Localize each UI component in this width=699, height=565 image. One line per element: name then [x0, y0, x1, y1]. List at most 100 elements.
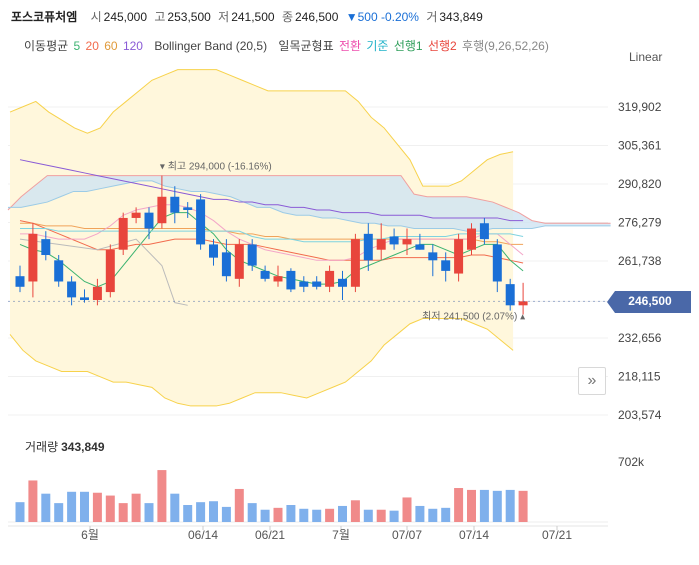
- x-tick-label: 07/21: [542, 528, 572, 542]
- chikou-line: [19, 238, 188, 306]
- kijun-label: 기준: [366, 39, 389, 53]
- volume-bar: [376, 509, 386, 522]
- candle-body: [196, 199, 206, 245]
- volume-bar: [157, 470, 167, 522]
- volume-bar: [479, 489, 489, 522]
- candle-body: [260, 270, 270, 279]
- candle-body: [402, 239, 412, 245]
- change-value: ▼500 -0.20%: [345, 10, 419, 24]
- volume-bar: [131, 493, 141, 522]
- ma5-label[interactable]: 5: [73, 39, 81, 53]
- volume-bar: [467, 489, 476, 522]
- ma20-line: [19, 220, 524, 264]
- y-tick-label: 232,656: [618, 331, 662, 345]
- candle-body: [273, 276, 283, 282]
- volume-bar: [505, 489, 515, 522]
- x-tick-label: 6월: [81, 528, 99, 542]
- candle-body: [350, 239, 360, 287]
- ichimoku-cloud: [8, 175, 611, 232]
- volume-bar: [41, 493, 51, 522]
- candle-body: [454, 239, 464, 274]
- volume-label: 거: [426, 10, 438, 24]
- candle-body: [54, 260, 64, 282]
- volume-bar: [260, 509, 270, 522]
- y-tick-label: 276,279: [618, 216, 662, 230]
- ma60-label[interactable]: 60: [104, 39, 118, 53]
- candle-body: [144, 212, 154, 229]
- volume-bar: [363, 509, 373, 522]
- volume-bar: [183, 505, 193, 522]
- chikou-label: 후행(9,26,52,26): [462, 39, 549, 53]
- volume-bar: [170, 493, 180, 522]
- ma5-line: [19, 212, 524, 288]
- indicator-legend: 이동평균 5 20 60 120 Bollinger Band (20,5) 일…: [24, 37, 551, 54]
- volume-bar: [415, 505, 425, 522]
- volume-value: 343,849: [439, 10, 483, 24]
- double-chevron-right-icon: »: [587, 372, 597, 389]
- close-value: 246,500: [294, 10, 339, 24]
- high-annotation: ▾ 최고 294,000 (-16.16%): [160, 161, 272, 173]
- tenkan-line: [20, 204, 524, 261]
- volume-bar: [144, 503, 154, 522]
- volume-title: 거래량 343,849: [25, 438, 105, 455]
- open-value: 245,000: [103, 10, 148, 24]
- volume-bar: [389, 510, 399, 522]
- candle-body: [92, 286, 102, 301]
- volume-bar: [54, 503, 64, 522]
- x-tick-label: 06/21: [255, 528, 285, 542]
- x-tick-label: 07/07: [392, 528, 422, 542]
- volume-bar: [338, 505, 347, 522]
- y-tick-label: 319,902: [618, 100, 662, 114]
- volume-bar: [80, 491, 89, 522]
- scale-mode-button[interactable]: Linear: [629, 50, 662, 64]
- volume-bar: [209, 501, 218, 522]
- bollinger-lower: [9, 318, 514, 407]
- x-tick-label: 7월: [332, 528, 350, 542]
- volume-bar: [350, 500, 360, 522]
- span1-label: 선행1: [393, 39, 423, 53]
- ichimoku-label[interactable]: 일목균형표: [278, 39, 334, 53]
- candle-body: [67, 281, 77, 298]
- volume-bar: [247, 503, 257, 522]
- volume-bar: [518, 490, 528, 522]
- volume-bar: [15, 502, 25, 522]
- candle-body: [467, 228, 476, 250]
- volume-bar: [273, 507, 283, 522]
- ma20-label[interactable]: 20: [85, 39, 99, 53]
- volume-bar: [118, 503, 128, 522]
- candle-body: [131, 212, 141, 218]
- candle-body: [299, 281, 309, 287]
- stock-summary: 포스코퓨처엠 시 245,000 고 253,500 저 241,500 종 246,5…: [11, 8, 483, 25]
- bb-label[interactable]: Bollinger Band (20,5): [154, 39, 268, 53]
- candle-body: [118, 217, 128, 250]
- high-label: 고: [154, 10, 166, 24]
- candle-body: [183, 207, 193, 211]
- candle-body: [389, 236, 399, 245]
- volume-bar: [312, 509, 322, 522]
- expand-chart-button[interactable]: »: [578, 367, 606, 395]
- candle-body: [415, 244, 425, 250]
- span2-label: 선행2: [427, 39, 457, 53]
- y-tick-label: 290,820: [618, 177, 662, 191]
- ma120-label[interactable]: 120: [122, 39, 143, 53]
- candle-body: [221, 252, 231, 277]
- volume-bar: [28, 480, 38, 522]
- candle-body: [363, 233, 373, 261]
- volume-bar: [221, 506, 231, 522]
- low-label: 저: [218, 10, 230, 24]
- candle-body: [338, 278, 347, 287]
- volume-bar: [428, 508, 438, 522]
- volume-bar: [234, 488, 244, 522]
- candle-body: [376, 239, 386, 250]
- ma-label[interactable]: 이동평균: [24, 39, 69, 53]
- volume-bar: [67, 491, 77, 522]
- open-label: 시: [90, 10, 102, 24]
- volume-title-label: 거래량: [25, 440, 59, 454]
- x-tick-label: 07/14: [459, 528, 489, 542]
- volume-bar: [299, 508, 309, 522]
- candle-body: [105, 249, 115, 293]
- volume-bar: [402, 497, 412, 522]
- volume-bar: [325, 508, 335, 522]
- y-tick-label: 203,574: [618, 408, 662, 422]
